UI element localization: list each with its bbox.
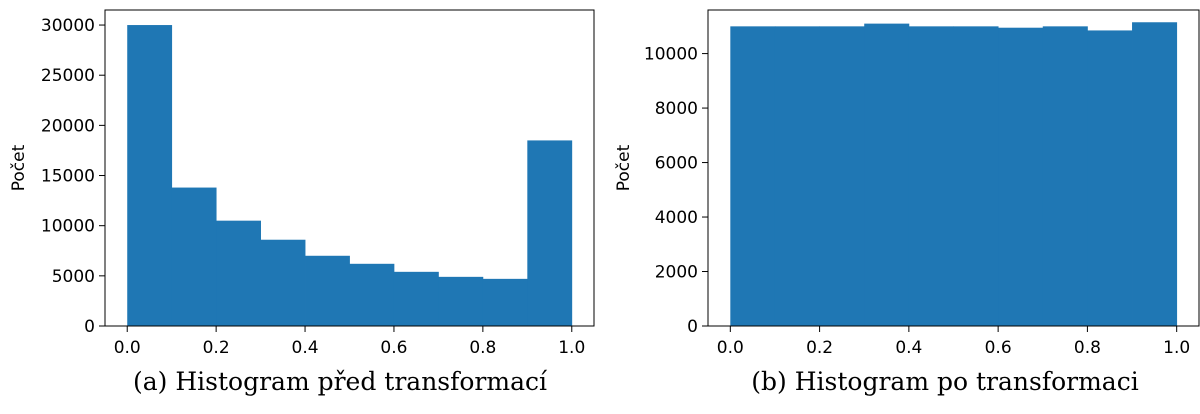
y-tick-label: 0 [687,317,698,337]
histogram-bar [171,187,217,326]
plot-frame [104,9,595,327]
plot-frame [707,9,1200,327]
x-tick-label: 0.2 [203,338,230,358]
histogram-bar [349,263,395,326]
histogram-bar [260,239,306,326]
x-tick-label: 0.8 [1074,338,1101,358]
y-tick-label: 10000 [644,45,698,65]
x-tick-label: 0.4 [895,338,922,358]
y-axis-label: Počet [9,144,29,191]
y-axis-label: Počet [614,144,634,191]
y-tick-label: 20000 [41,116,95,136]
histogram-bar [908,26,954,327]
histogram-after-chart: 0.0 0.2 0.4 0.6 0.8 1.0 0 2000 4000 6000 8000 10000… [614,9,1200,396]
y-tick-label: 8000 [655,99,698,119]
x-tick-label: 0.0 [717,338,744,358]
histogram-bar [127,25,173,327]
histogram-bar [819,26,865,327]
histogram-bar [1042,26,1088,327]
x-tick-label: 0.6 [380,338,407,358]
histogram-bar [998,27,1044,326]
histogram-bar [216,220,261,326]
y-tick-label: 30000 [41,16,95,36]
y-tick-label: 5000 [52,267,95,287]
x-tick-label: 0.8 [469,338,496,358]
y-tick-label: 4000 [655,208,698,228]
chart-caption: (b) Histogram po transformaci [751,367,1138,396]
x-tick-label: 0.2 [806,338,833,358]
x-tick-label: 0.0 [114,338,141,358]
y-tick-label: 2000 [655,263,698,283]
histogram-bar [774,26,820,327]
histogram-bar [1087,30,1133,327]
x-tick-label: 0.6 [985,338,1012,358]
histogram-bar [393,271,439,326]
histogram-bar [482,278,528,326]
x-tick-label: 0.4 [292,338,319,358]
histogram-bar [953,26,999,327]
histogram-bar [527,140,573,326]
x-tick-label: 1.0 [558,338,585,358]
histogram-bar [438,276,484,326]
histogram-bar [730,26,776,327]
histogram-before-chart: 0.0 0.2 0.4 0.6 0.8 1.0 0 5000 10000 15000 20000 25… [9,9,595,396]
y-tick-label: 25000 [41,66,95,86]
y-tick-label: 6000 [655,154,698,174]
histogram-bar [864,23,910,326]
y-tick-label: 10000 [41,217,95,237]
x-tick-label: 1.0 [1163,338,1190,358]
histogram-bar [1132,22,1178,327]
chart-caption: (a) Histogram před transformací [133,367,548,396]
histogram-bar [305,255,350,326]
y-tick-label: 0 [84,317,95,337]
y-tick-label: 15000 [41,167,95,187]
